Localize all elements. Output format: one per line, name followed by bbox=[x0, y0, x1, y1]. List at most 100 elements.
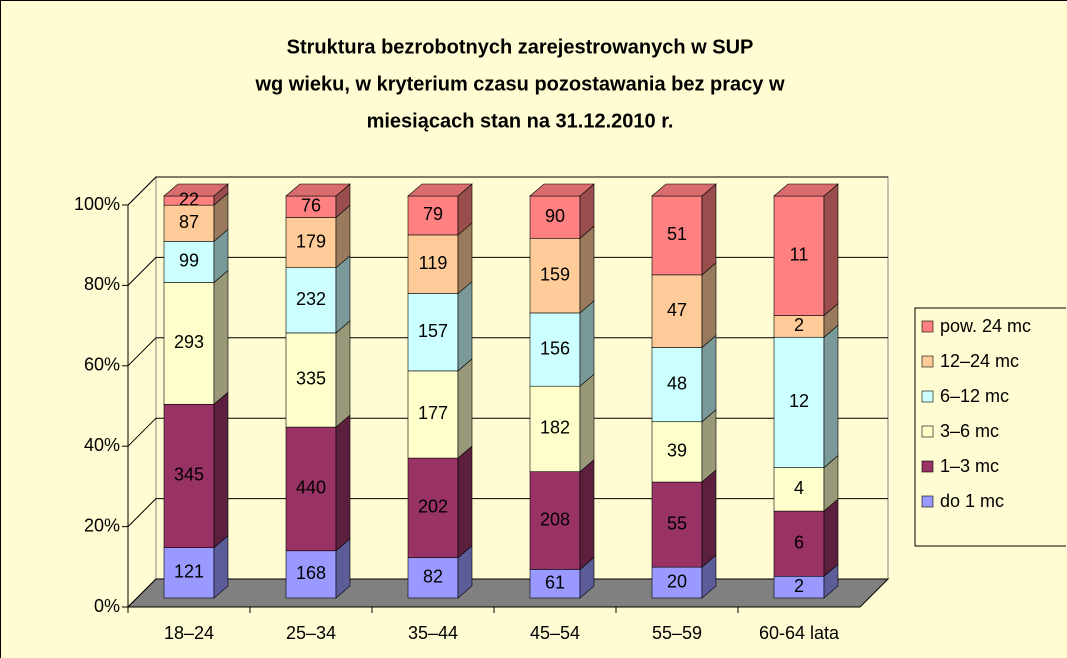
legend-label: 6–12 mc bbox=[940, 386, 1009, 406]
data-label: 335 bbox=[296, 369, 326, 389]
bar-segment-side bbox=[213, 269, 229, 405]
legend-swatch bbox=[921, 460, 934, 473]
legend-label: pow. 24 mc bbox=[940, 316, 1031, 336]
data-label: 6 bbox=[794, 532, 804, 552]
data-label: 2 bbox=[794, 576, 804, 596]
data-label: 48 bbox=[667, 373, 687, 393]
data-label: 4 bbox=[794, 478, 804, 498]
bar-segment bbox=[285, 550, 337, 599]
bar-segment bbox=[285, 332, 337, 428]
y-tick-label: 0% bbox=[94, 596, 120, 616]
bar-segment bbox=[773, 336, 825, 468]
data-label: 159 bbox=[540, 264, 570, 284]
plot: 0%20%40%60%80%100%18–2412134529399872225… bbox=[74, 175, 1066, 643]
data-label: 179 bbox=[296, 231, 326, 251]
bar-segment bbox=[407, 195, 459, 236]
bar-segment bbox=[407, 234, 459, 294]
bar-segment bbox=[529, 195, 581, 239]
x-tick-label: 55–59 bbox=[652, 623, 702, 643]
bar-top bbox=[651, 183, 717, 197]
bar-segment bbox=[529, 237, 581, 314]
legend-label: 3–6 mc bbox=[940, 421, 999, 441]
legend-swatch bbox=[921, 320, 934, 333]
bar-segment bbox=[529, 471, 581, 570]
data-label: 82 bbox=[423, 567, 443, 587]
data-label: 51 bbox=[667, 224, 687, 244]
legend-label: 1–3 mc bbox=[940, 456, 999, 476]
bar-segment bbox=[773, 467, 825, 512]
legend-label: 12–24 mc bbox=[940, 351, 1019, 371]
bar-segment-side bbox=[701, 262, 717, 349]
bar-segment-side bbox=[457, 358, 473, 459]
bar-segment bbox=[407, 370, 459, 459]
y-tick-label: 100% bbox=[74, 194, 120, 214]
bar-segment bbox=[651, 481, 703, 568]
data-label: 39 bbox=[667, 441, 687, 461]
legend-label: do 1 mc bbox=[940, 491, 1004, 511]
bar-segment-side bbox=[823, 324, 839, 469]
bar-segment bbox=[285, 217, 337, 268]
y-tick-label: 80% bbox=[84, 274, 120, 294]
legend-swatch bbox=[921, 390, 934, 403]
y-tick-label: 20% bbox=[84, 515, 120, 535]
bar-top bbox=[285, 183, 351, 197]
data-label: 293 bbox=[174, 332, 204, 352]
bar-segment-side bbox=[579, 225, 595, 314]
data-label: 208 bbox=[540, 509, 570, 529]
data-label: 182 bbox=[540, 418, 570, 438]
data-label: 99 bbox=[179, 251, 199, 271]
data-label: 121 bbox=[174, 562, 204, 582]
y-tick-label: 60% bbox=[84, 355, 120, 375]
data-label: 47 bbox=[667, 300, 687, 320]
grid-line bbox=[127, 256, 888, 286]
data-label: 55 bbox=[667, 513, 687, 533]
x-tick-label: 25–34 bbox=[286, 623, 336, 643]
bar-segment-side bbox=[701, 409, 717, 483]
bar-segment-side bbox=[579, 459, 595, 571]
bar-segment bbox=[163, 403, 215, 548]
bar-segment-side bbox=[457, 280, 473, 372]
legend-swatch bbox=[921, 495, 934, 508]
chart-title: miesiącach stan na 31.12.2010 r. bbox=[367, 110, 674, 132]
data-label: 345 bbox=[174, 465, 204, 485]
data-label: 76 bbox=[301, 195, 321, 215]
data-label: 119 bbox=[419, 253, 448, 273]
y-tick-label: 40% bbox=[84, 435, 120, 455]
bar-segment bbox=[407, 457, 459, 558]
bar-segment bbox=[529, 385, 581, 472]
legend-swatch bbox=[921, 425, 934, 438]
data-label: 79 bbox=[423, 204, 443, 224]
bar-segment-side bbox=[335, 414, 351, 552]
bar-top bbox=[529, 183, 595, 197]
bar-segment-side bbox=[823, 498, 839, 577]
data-label: 168 bbox=[296, 563, 326, 583]
data-label: 156 bbox=[540, 338, 570, 358]
bar-segment bbox=[163, 204, 215, 242]
data-label: 12 bbox=[789, 391, 809, 411]
bar-segment bbox=[529, 312, 581, 387]
data-label: 87 bbox=[179, 212, 199, 232]
bar-segment-side bbox=[823, 183, 839, 317]
bar-segment bbox=[651, 566, 703, 599]
bar-segment bbox=[773, 195, 825, 316]
data-label: 177 bbox=[418, 403, 448, 423]
bar-segment-side bbox=[579, 300, 595, 387]
bar-segment-side bbox=[579, 373, 595, 473]
data-label: 440 bbox=[296, 478, 326, 498]
bar-segment bbox=[285, 426, 337, 552]
grid-line bbox=[127, 498, 888, 527]
data-label: 61 bbox=[545, 572, 565, 592]
chart-title: wg wieku, w kryterium czasu pozostawania… bbox=[254, 73, 784, 95]
data-label: 232 bbox=[296, 289, 326, 309]
data-label: 22 bbox=[179, 189, 199, 209]
bar-top bbox=[773, 183, 839, 197]
bar-segment-side bbox=[335, 320, 351, 428]
grid-line bbox=[127, 337, 888, 367]
x-tick-label: 18–24 bbox=[164, 623, 214, 643]
data-label: 2 bbox=[794, 315, 804, 335]
bar-segment-side bbox=[701, 334, 717, 423]
bar-segment bbox=[651, 274, 703, 348]
data-label: 90 bbox=[545, 206, 565, 226]
bar-segment-side bbox=[701, 469, 717, 568]
grid-line bbox=[127, 417, 888, 447]
